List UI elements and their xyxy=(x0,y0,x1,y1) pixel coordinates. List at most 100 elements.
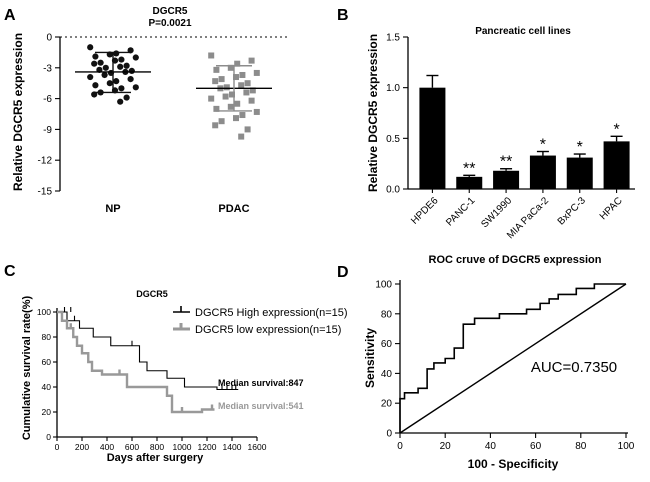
np-point xyxy=(127,75,134,83)
np-point xyxy=(132,84,139,91)
panel-a-xtick-pdac: PDAC xyxy=(218,203,249,215)
panel-c-ytick-label: 20 xyxy=(42,407,52,417)
panel-c-title: DGCR5 xyxy=(136,289,168,299)
bar-panc-1 xyxy=(456,176,483,189)
panel-c-ytick-label: 0 xyxy=(46,432,51,442)
np-point xyxy=(118,56,125,63)
panel-b-title: Pancreatic cell lines xyxy=(475,26,571,37)
pdac-point xyxy=(243,89,250,96)
panel-d-chart: 0 20 40 60 80 100 0 20 40 60 80 100 xyxy=(375,280,634,453)
panel-b-ytick-label: 0.0 xyxy=(386,185,400,196)
panel-b-label: B xyxy=(337,7,349,24)
panel-d-ytick-label: 80 xyxy=(381,309,393,320)
panel-d-ytick-label: 0 xyxy=(386,429,392,440)
panel-c-xtick-label: 1400 xyxy=(223,442,242,452)
np-point xyxy=(97,59,104,66)
panel-d-ylabel: Sensitivity xyxy=(363,328,377,388)
panel-c-xtick-label: 1600 xyxy=(248,442,267,452)
panel-c-xtick-label: 1200 xyxy=(198,442,217,452)
panel-a-label: A xyxy=(4,7,16,24)
panel-c-ylabel: Cumulative survival rate(%) xyxy=(21,296,33,441)
pdac-point xyxy=(208,95,215,102)
panel-c-xtick-label: 800 xyxy=(150,442,164,452)
panel-c-xtick-label: 600 xyxy=(125,442,139,452)
panel-d-xtick-label: 40 xyxy=(485,441,497,452)
pdac-point xyxy=(227,64,234,71)
panel-a-ytick-label: -12 xyxy=(38,156,53,167)
panel-d-label: D xyxy=(337,264,349,281)
pdac-point xyxy=(238,133,245,140)
panel-a-title: DGCR5 xyxy=(152,6,187,17)
panel-d-xtick-label: 0 xyxy=(397,441,403,452)
roc-reference-line xyxy=(399,283,627,434)
np-point xyxy=(102,64,109,71)
panel-c: C DGCR5 Cumulative survival rate(%) Days… xyxy=(4,263,348,464)
pdac-point xyxy=(213,66,220,73)
panel-d-ytick-label: 60 xyxy=(381,339,393,350)
panel-b-xtick-label: HPAC xyxy=(598,195,625,222)
bar-bxpc-3 xyxy=(566,157,593,189)
panel-c-xtick-label: 400 xyxy=(100,442,114,452)
panel-d-xtick-label: 100 xyxy=(618,441,635,452)
panel-a-xtick-np: NP xyxy=(105,203,120,215)
pdac-point xyxy=(222,93,229,100)
pdac-point xyxy=(244,80,251,87)
km-curve-low xyxy=(57,310,215,414)
panel-c-xtick-label: 1000 xyxy=(173,442,192,452)
panel-a-subtitle: P=0.0021 xyxy=(148,18,192,29)
significance-marker: * xyxy=(540,137,546,154)
pdac-point xyxy=(213,105,220,112)
panel-b-ytick-label: 1.0 xyxy=(386,83,400,94)
pdac-point xyxy=(234,60,241,67)
significance-marker: ** xyxy=(500,154,512,171)
panel-c-xtick-label: 200 xyxy=(75,442,89,452)
panel-d-ytick-label: 40 xyxy=(381,369,393,380)
np-point xyxy=(132,54,139,61)
np-point xyxy=(92,82,99,89)
panel-c-ytick-label: 40 xyxy=(42,382,52,392)
np-point xyxy=(117,63,124,70)
panel-c-legend: DGCR5 High expression(n=15) DGCR5 low ex… xyxy=(173,306,348,336)
pdac-point xyxy=(239,112,246,119)
panel-d-xtick-label: 80 xyxy=(575,441,587,452)
np-point xyxy=(87,44,94,51)
np-point xyxy=(92,53,99,60)
bar-hpac xyxy=(603,141,630,189)
legend-high-label: DGCR5 High expression(n=15) xyxy=(195,307,348,319)
median-survival-low: Median survival:541 xyxy=(218,401,304,411)
panel-d: D ROC cruve of DGCR5 expression Sensitiv… xyxy=(337,254,635,471)
pdac-point xyxy=(233,115,239,122)
pdac-point xyxy=(229,91,235,98)
panel-a-grid: 0 -3 -6 -9 -12 -15 xyxy=(38,33,290,198)
bar-hpde6 xyxy=(419,87,446,189)
pdac-point xyxy=(239,71,246,78)
pdac-point xyxy=(208,52,215,59)
km-curve-high xyxy=(57,311,239,391)
np-point xyxy=(113,50,120,57)
legend-low-label: DGCR5 low expression(n=15) xyxy=(195,324,341,336)
np-point xyxy=(128,67,135,74)
significance-marker: * xyxy=(613,121,619,138)
np-point xyxy=(123,62,130,69)
panel-b-xtick-label: HPDE6 xyxy=(409,195,441,227)
panel-c-ytick-label: 100 xyxy=(37,307,51,317)
pdac-point xyxy=(244,126,251,133)
np-point xyxy=(87,73,94,81)
panel-c-ytick-label: 80 xyxy=(42,332,52,342)
np-point xyxy=(117,98,124,105)
panel-a-ytick-label: -3 xyxy=(43,63,52,74)
np-point xyxy=(118,85,125,92)
panel-d-xtick-label: 20 xyxy=(440,441,452,452)
np-point xyxy=(123,94,130,101)
panel-d-ytick-label: 20 xyxy=(381,399,393,410)
panel-b-ylabel: Relative DGCR5 expression xyxy=(366,34,380,192)
pdac-point xyxy=(218,76,225,83)
pdac-point xyxy=(238,82,245,89)
pdac-point xyxy=(248,97,255,104)
panel-d-xtick-label: 60 xyxy=(530,441,542,452)
pdac-point xyxy=(253,69,260,76)
pdac-point xyxy=(248,57,255,64)
pdac-point xyxy=(249,87,256,94)
